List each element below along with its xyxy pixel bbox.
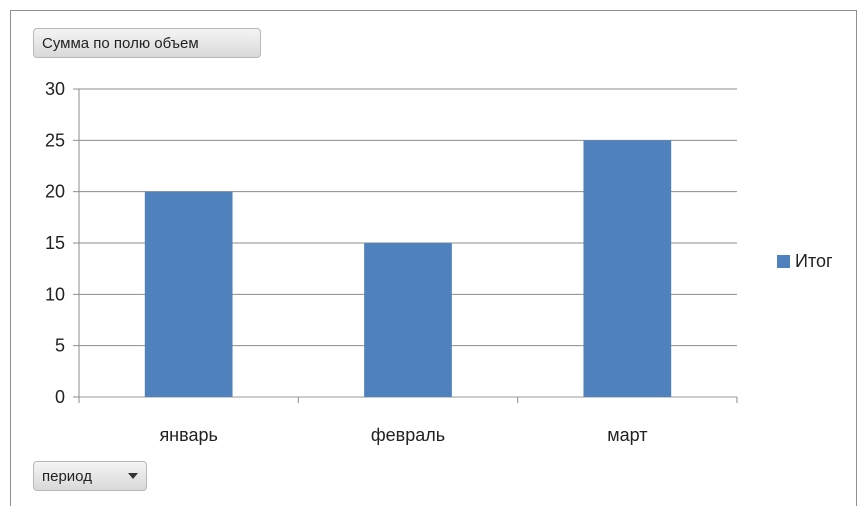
legend-swatch [777, 255, 790, 268]
legend-label: Итог [795, 251, 833, 271]
y-tick-label: 30 [45, 79, 65, 99]
x-tick-label: февраль [371, 425, 445, 445]
bar [144, 191, 233, 397]
chart-frame [10, 10, 857, 506]
y-tick-label: 15 [45, 233, 65, 253]
bar [583, 140, 672, 398]
value-field-button[interactable]: Сумма по полю объем [33, 28, 261, 58]
axis-field-label: период [42, 467, 92, 485]
y-tick-label: 0 [55, 387, 65, 407]
y-tick-label: 5 [55, 336, 65, 356]
y-tick-label: 25 [45, 130, 65, 150]
value-field-label: Сумма по полю объем [42, 34, 199, 52]
y-tick-label: 10 [45, 284, 65, 304]
x-tick-label: январь [159, 425, 217, 445]
bar [364, 243, 452, 397]
legend: Итог [777, 251, 833, 272]
x-tick-label: март [607, 425, 647, 445]
chevron-down-icon [128, 473, 138, 479]
axis-field-button[interactable]: период [33, 461, 147, 491]
y-tick-label: 20 [45, 182, 65, 202]
